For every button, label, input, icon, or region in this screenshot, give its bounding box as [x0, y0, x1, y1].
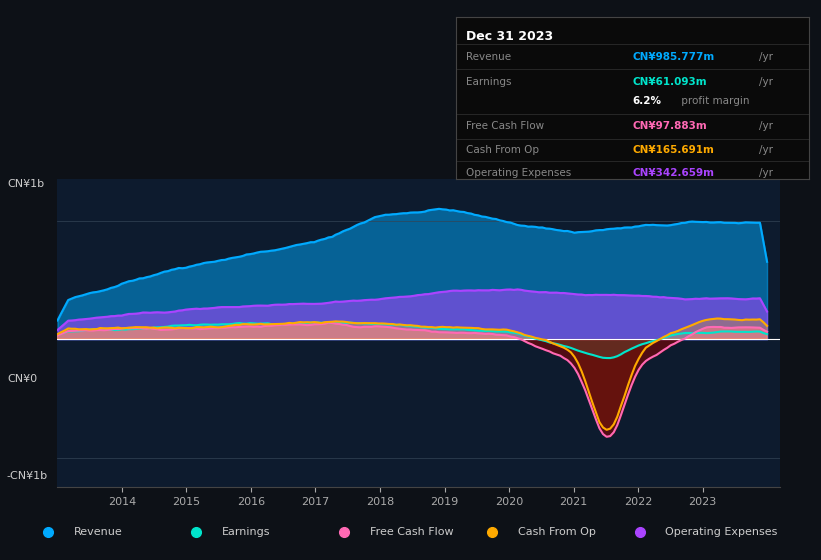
- Text: CN¥165.691m: CN¥165.691m: [632, 145, 714, 155]
- Text: -CN¥1b: -CN¥1b: [7, 471, 48, 481]
- Text: Revenue: Revenue: [75, 527, 123, 537]
- Text: /yr: /yr: [759, 77, 773, 87]
- Text: Free Cash Flow: Free Cash Flow: [466, 120, 544, 130]
- Text: Free Cash Flow: Free Cash Flow: [370, 527, 453, 537]
- Text: Earnings: Earnings: [222, 527, 271, 537]
- Text: CN¥985.777m: CN¥985.777m: [632, 53, 714, 62]
- Text: CN¥1b: CN¥1b: [7, 179, 44, 189]
- Text: Operating Expenses: Operating Expenses: [666, 527, 777, 537]
- Text: Earnings: Earnings: [466, 77, 511, 87]
- Text: /yr: /yr: [759, 167, 773, 178]
- Text: Operating Expenses: Operating Expenses: [466, 167, 571, 178]
- Text: profit margin: profit margin: [678, 96, 750, 106]
- Text: 6.2%: 6.2%: [632, 96, 661, 106]
- Text: /yr: /yr: [759, 145, 773, 155]
- Text: Cash From Op: Cash From Op: [518, 527, 595, 537]
- Text: CN¥0: CN¥0: [7, 375, 37, 384]
- Text: CN¥61.093m: CN¥61.093m: [632, 77, 707, 87]
- Text: CN¥97.883m: CN¥97.883m: [632, 120, 707, 130]
- Text: Cash From Op: Cash From Op: [466, 145, 539, 155]
- Text: /yr: /yr: [759, 120, 773, 130]
- Text: /yr: /yr: [759, 53, 773, 62]
- Text: Dec 31 2023: Dec 31 2023: [466, 30, 553, 43]
- Text: Revenue: Revenue: [466, 53, 511, 62]
- Text: CN¥342.659m: CN¥342.659m: [632, 167, 714, 178]
